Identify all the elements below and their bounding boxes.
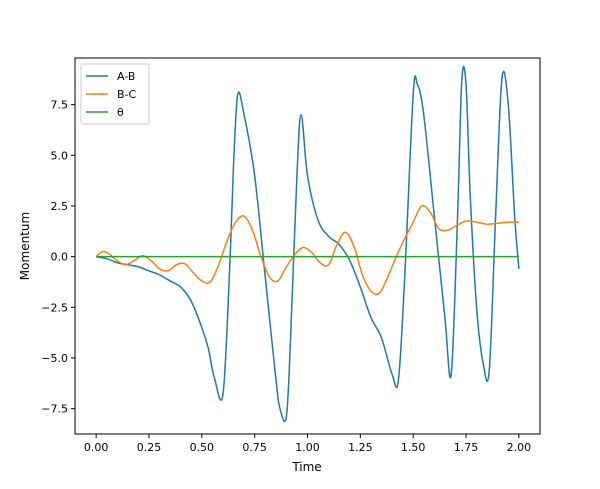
y-tick-label: −5.0 bbox=[41, 352, 68, 365]
y-tick-label: −7.5 bbox=[41, 403, 68, 416]
legend-label-b-c: B-C bbox=[117, 88, 137, 101]
x-tick-label: 1.75 bbox=[454, 441, 479, 454]
y-tick-label: 2.5 bbox=[51, 200, 69, 213]
x-tick-label: 0.25 bbox=[137, 441, 162, 454]
series-layer bbox=[95, 66, 520, 423]
y-axis-label: Momentum bbox=[18, 212, 32, 280]
y-tick-label: 0.0 bbox=[51, 251, 69, 264]
y-tick-label: 5.0 bbox=[51, 149, 69, 162]
x-axis-label: Time bbox=[291, 460, 321, 474]
y-axis: −7.5 −5.0 −2.5 0.0 2.5 5.0 7.5 bbox=[41, 99, 75, 416]
y-tick-label: 7.5 bbox=[51, 99, 69, 112]
x-tick-label: 0.75 bbox=[242, 441, 267, 454]
legend-label-a-b: A-B bbox=[117, 70, 135, 83]
legend-label-theta: θ bbox=[117, 106, 124, 119]
x-tick-label: 0.00 bbox=[84, 441, 109, 454]
legend: A-B B-C θ bbox=[80, 63, 150, 125]
x-tick-label: 2.00 bbox=[507, 441, 532, 454]
x-tick-label: 1.25 bbox=[348, 441, 373, 454]
series-line-b-c bbox=[95, 204, 519, 296]
plot-area bbox=[75, 58, 540, 434]
y-tick-label: −2.5 bbox=[41, 301, 68, 314]
series-line-a-b bbox=[95, 66, 520, 423]
x-axis: 0.00 0.25 0.50 0.75 1.00 1.25 1.50 1.75 2.00 bbox=[84, 434, 531, 454]
x-tick-label: 1.50 bbox=[401, 441, 426, 454]
x-tick-label: 1.00 bbox=[295, 441, 320, 454]
legend-box bbox=[80, 63, 150, 125]
x-tick-label: 0.50 bbox=[190, 441, 215, 454]
